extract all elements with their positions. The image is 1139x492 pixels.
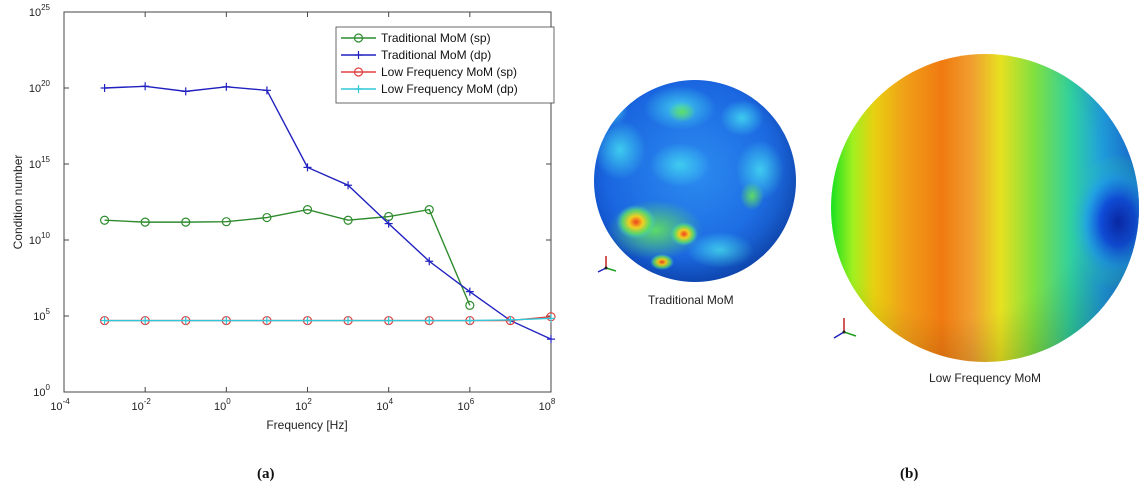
caption-low-frequency: Low Frequency MoM [929,371,1042,385]
data-point [425,257,434,266]
data-point [303,316,312,325]
axis-triad-icon [597,256,617,273]
series-line [104,317,552,322]
series-4 [100,314,555,325]
legend: Traditional MoM (sp) Traditional MoM (dp)… [335,26,555,104]
panel-label-a: (a) [257,466,275,482]
y-tick-label: 1015 [29,155,51,171]
legend-marker [353,33,364,43]
data-point [222,82,231,91]
x-tick-label: 10-2 [131,397,151,413]
data-point [465,316,474,325]
sphere-low-frequency [831,54,1139,362]
data-point [303,163,312,172]
data-point [262,212,272,223]
data-point [100,316,109,325]
data-point [262,316,271,325]
data-point [181,87,190,96]
panel-label-b: (b) [900,466,919,482]
x-tick-label: 104 [376,397,393,413]
y-tick-label: 100 [33,383,50,399]
data-point [506,315,515,324]
data-point [547,335,555,344]
series-layer [99,82,556,344]
data-point [99,215,110,225]
data-point [262,86,271,95]
data-point [344,316,353,325]
legend-label: Low Frequency MoM (dp) [381,82,518,96]
data-point [302,205,313,215]
data-point [181,217,191,227]
y-tick-label: 1025 [29,3,51,19]
data-point [141,316,150,325]
data-point [221,217,231,227]
y-tick-label: 1010 [29,231,51,247]
legend-label: Low Frequency MoM (sp) [381,65,517,79]
data-point [465,287,474,296]
series-2 [100,82,555,344]
caption-traditional: Traditional MoM [648,293,734,307]
data-point [344,181,353,190]
sphere-traditional [594,80,796,282]
data-point [140,217,150,227]
x-tick-label: 100 [214,397,231,413]
data-point [425,316,434,325]
x-tick-label: 10-4 [50,397,70,413]
legend-label: Traditional MoM (sp) [381,31,491,45]
tick-layer: 10-4 10-2 100 102 104 106 108 100 105 1010 1015 102… [29,3,556,413]
legend-marker [354,85,363,93]
legend-box [335,26,555,104]
data-point [141,82,150,91]
y-tick-label: 1020 [29,79,51,95]
series-1 [99,205,475,310]
x-axis-label: Frequency [Hz] [266,418,347,432]
x-tick-label: 106 [457,397,474,413]
series-line [104,208,471,306]
data-point [547,314,555,323]
data-point [343,215,353,225]
y-axis-label: Condition number [11,155,25,250]
data-point [384,316,393,325]
data-point [100,84,109,92]
data-point [424,205,434,215]
x-tick-label: 102 [295,397,312,413]
legend-marker [354,51,363,59]
legend-marker [353,67,364,77]
y-tick-label: 105 [33,307,50,323]
legend-label: Traditional MoM (dp) [381,48,491,62]
data-point [384,219,393,228]
data-point [181,316,190,325]
data-point [465,300,475,310]
data-point [222,316,231,325]
axis-triad-icon [833,318,857,339]
x-tick-label: 108 [539,397,556,413]
series-line [104,85,552,340]
